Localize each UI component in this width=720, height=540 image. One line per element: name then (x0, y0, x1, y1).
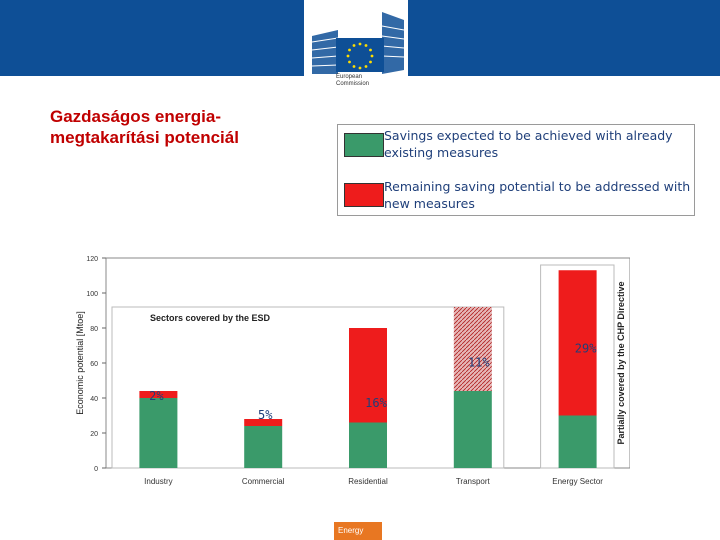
bar-new-4 (558, 270, 597, 416)
y-tick-label: 100 (86, 291, 98, 298)
bar-new-0 (139, 391, 178, 398)
percent-label-4: 29% (575, 342, 597, 356)
y-tick-label: 60 (90, 361, 98, 368)
x-tick-label: Transport (456, 477, 491, 486)
bar-new-3 (453, 307, 492, 391)
y-axis-label: Economic potential [Mtoe] (75, 311, 85, 415)
legend-label-existing: Savings expected to be achieved with alr… (384, 128, 673, 160)
chp-region-label: Partially covered by the CHP Directive (616, 282, 626, 445)
percent-label-3: 11% (468, 356, 490, 370)
logo-line1: European (336, 74, 363, 80)
bar-new-2 (349, 328, 387, 423)
percent-label-2: 16% (365, 396, 387, 410)
legend-swatch-new (344, 183, 384, 207)
x-tick-label: Commercial (242, 477, 285, 486)
esd-region (111, 306, 505, 469)
y-tick-label: 80 (90, 326, 98, 333)
y-tick-label: 0 (94, 466, 98, 473)
bar-existing-1 (244, 426, 283, 468)
savings-chart: Sectors covered by the ESD Partially cove… (75, 256, 630, 486)
y-tick-label: 40 (90, 396, 98, 403)
bar-existing-4 (558, 415, 597, 468)
x-tick-label: Energy Sector (552, 477, 603, 486)
eu-stars-icon (346, 42, 374, 70)
bar-new-1 (244, 419, 283, 426)
esd-region-label: Sectors covered by the ESD (150, 313, 271, 323)
legend: Savings expected to be achieved with alr… (337, 124, 695, 216)
logo-line2: Commission (336, 81, 370, 87)
legend-swatch-existing (344, 133, 384, 157)
y-tick-label: 20 (90, 431, 98, 438)
ec-logo: European Commission (304, 0, 408, 98)
x-tick-label: Industry (144, 477, 172, 486)
bar-existing-2 (349, 422, 387, 468)
slide-title: Gazdaságos energia-megtakarítási potenci… (50, 107, 239, 147)
x-tick-label: Residential (348, 477, 388, 486)
bar-existing-3 (453, 391, 492, 468)
percent-label-1: 5% (258, 408, 273, 422)
y-tick-label: 120 (86, 256, 98, 263)
logo-caption: European Commission (336, 74, 406, 88)
ec-building-icon (311, 12, 405, 74)
footer-tag: Energy (334, 522, 382, 540)
legend-label-new: Remaining saving potential to be address… (384, 179, 691, 211)
percent-label-0: 2% (149, 389, 164, 403)
bar-existing-0 (139, 398, 178, 468)
